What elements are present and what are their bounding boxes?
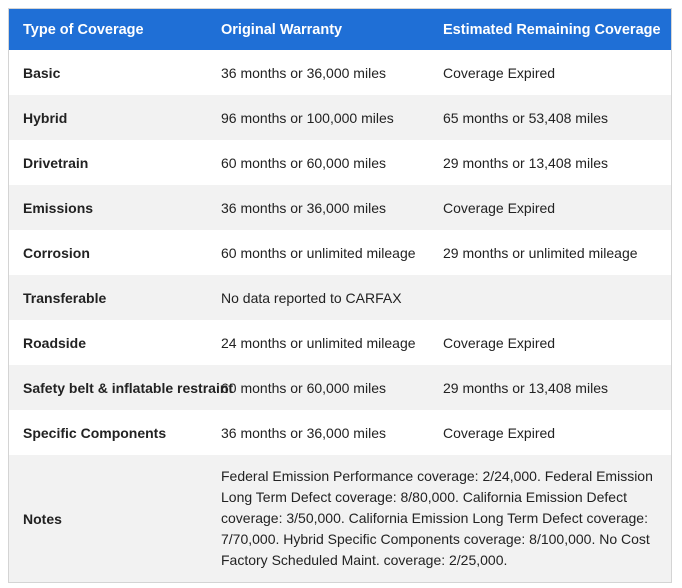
original-warranty-cell: 36 months or 36,000 miles	[221, 199, 386, 216]
notes-row: Notes Federal Emission Performance cover…	[9, 455, 671, 582]
original-warranty-cell: No data reported to CARFAX	[221, 289, 402, 306]
table-row: Specific Components 36 months or 36,000 …	[9, 410, 671, 455]
coverage-type-cell: Roadside	[23, 334, 87, 351]
original-warranty-cell: 60 months or 60,000 miles	[221, 379, 386, 396]
table-row: Hybrid 96 months or 100,000 miles 65 mon…	[9, 95, 671, 140]
header-original-warranty: Original Warranty	[221, 21, 343, 38]
table-row: Safety belt & inflatable restraint 60 mo…	[9, 365, 671, 410]
warranty-coverage-table: Type of Coverage Original Warranty Estim…	[9, 9, 671, 582]
table-row: Basic 36 months or 36,000 miles Coverage…	[9, 50, 671, 95]
coverage-type-cell: Basic	[23, 64, 61, 81]
coverage-type-cell: Drivetrain	[23, 154, 89, 171]
coverage-type-cell: Emissions	[23, 199, 94, 216]
coverage-type-cell: Corrosion	[23, 244, 90, 261]
remaining-coverage-cell: Coverage Expired	[443, 64, 556, 81]
coverage-type-cell: Safety belt & inflatable restraint	[23, 379, 234, 396]
remaining-coverage-cell: Coverage Expired	[443, 334, 556, 351]
original-warranty-cell: 36 months or 36,000 miles	[221, 424, 386, 441]
original-warranty-cell: 96 months or 100,000 miles	[221, 109, 394, 126]
coverage-type-cell: Hybrid	[23, 109, 68, 126]
original-warranty-cell: 60 months or unlimited mileage	[221, 244, 416, 261]
header-type-of-coverage: Type of Coverage	[23, 21, 144, 38]
original-warranty-cell: 36 months or 36,000 miles	[221, 64, 386, 81]
table-row: Corrosion 60 months or unlimited mileage…	[9, 230, 671, 275]
coverage-type-cell: Specific Components	[23, 424, 167, 441]
remaining-coverage-cell: 29 months or 13,408 miles	[443, 154, 608, 171]
table-header-row: Type of Coverage Original Warranty Estim…	[9, 9, 671, 50]
warranty-coverage-table-container: Type of Coverage Original Warranty Estim…	[8, 8, 672, 583]
table-row: Drivetrain 60 months or 60,000 miles 29 …	[9, 140, 671, 185]
remaining-coverage-cell: Coverage Expired	[443, 199, 556, 216]
original-warranty-cell: 60 months or 60,000 miles	[221, 154, 386, 171]
notes-label: Notes	[23, 510, 62, 527]
table-row: Roadside 24 months or unlimited mileage …	[9, 320, 671, 365]
table-row: Emissions 36 months or 36,000 miles Cove…	[9, 185, 671, 230]
header-estimated-remaining-coverage: Estimated Remaining Coverage	[443, 21, 661, 38]
remaining-coverage-cell: 29 months or 13,408 miles	[443, 379, 608, 396]
remaining-coverage-cell: 65 months or 53,408 miles	[443, 109, 608, 126]
notes-text: Federal Emission Performance coverage: 2…	[221, 468, 653, 568]
coverage-type-cell: Transferable	[23, 289, 107, 306]
remaining-coverage-cell	[437, 275, 671, 320]
remaining-coverage-cell: 29 months or unlimited mileage	[443, 244, 638, 261]
original-warranty-cell: 24 months or unlimited mileage	[221, 334, 416, 351]
remaining-coverage-cell: Coverage Expired	[443, 424, 556, 441]
table-row: Transferable No data reported to CARFAX	[9, 275, 671, 320]
